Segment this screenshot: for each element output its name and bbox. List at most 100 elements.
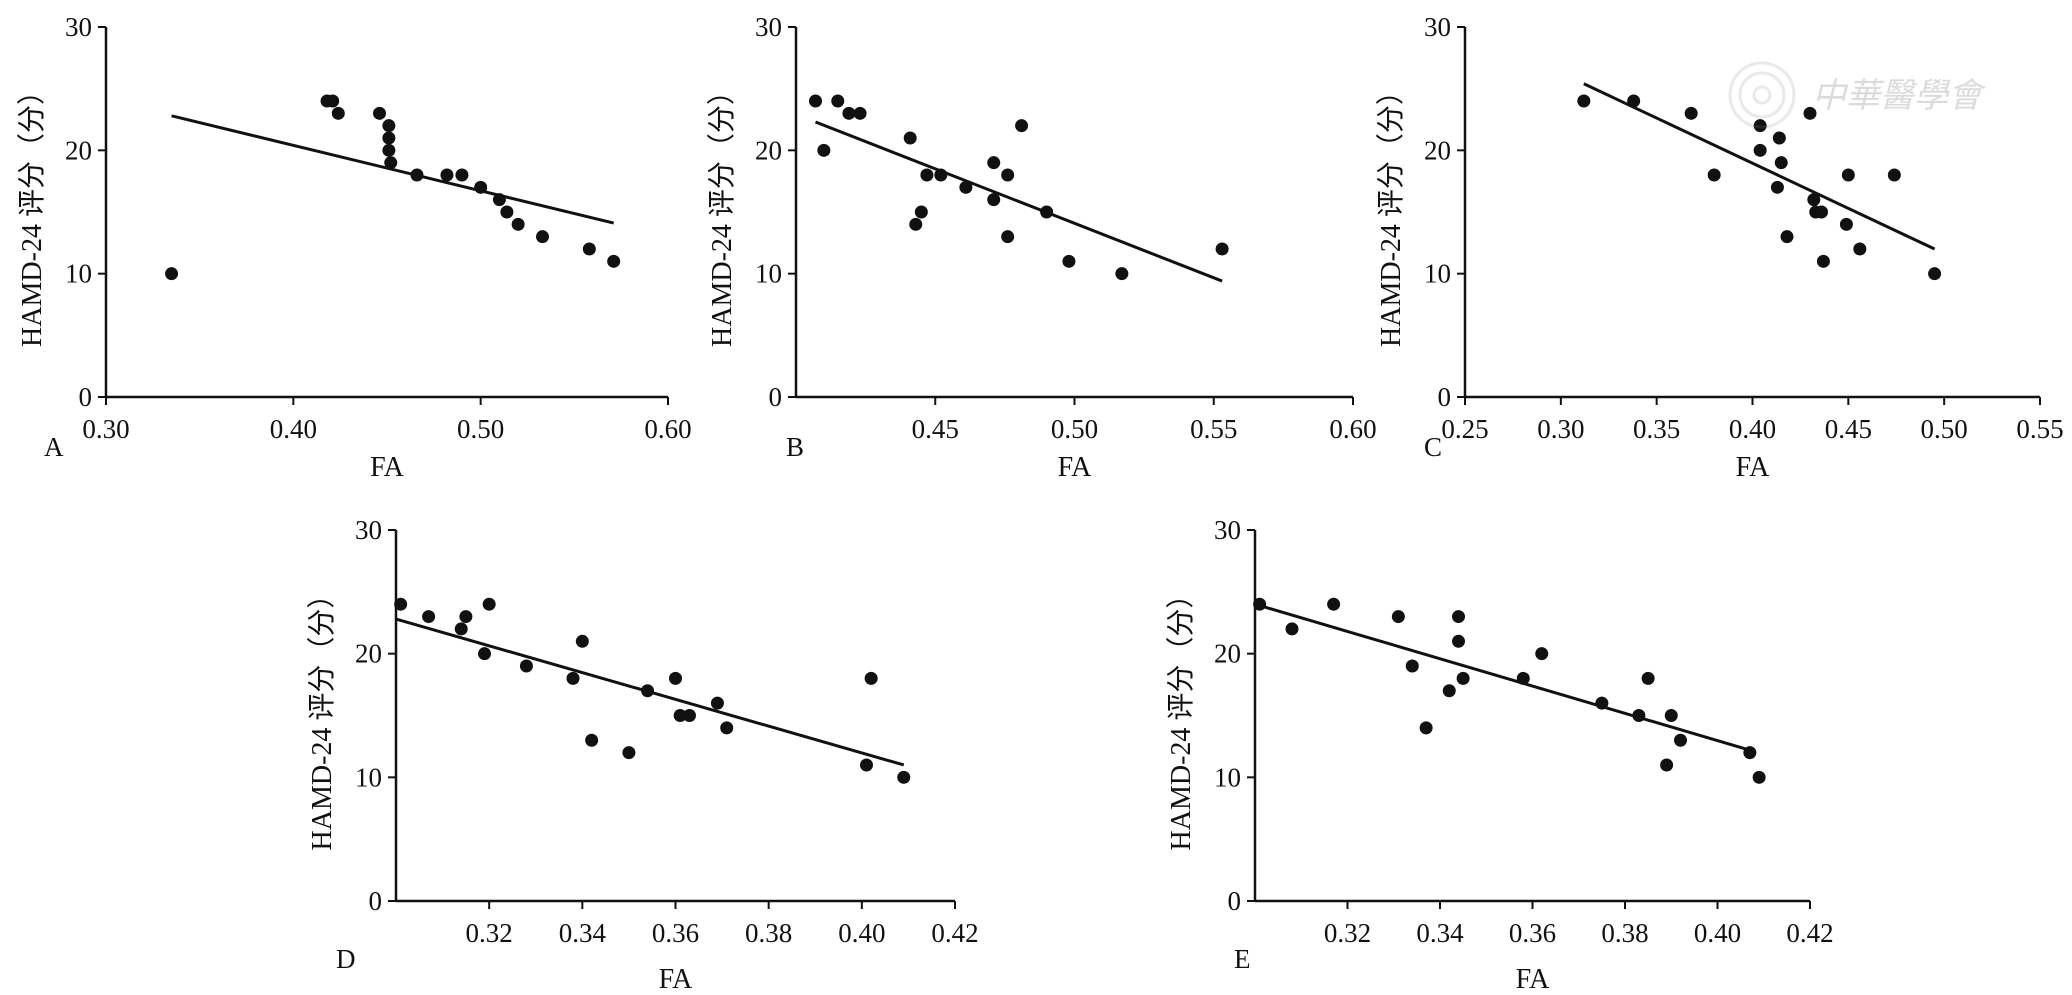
data-point — [326, 94, 340, 108]
y-axis-title: HAMD-24 评分（分） — [306, 581, 338, 851]
data-point — [1062, 254, 1076, 268]
data-point — [859, 758, 873, 772]
y-tick-label: 30 — [65, 12, 92, 42]
x-axis-title: FA — [1058, 452, 1092, 483]
data-point — [920, 168, 934, 182]
data-point — [1743, 746, 1757, 760]
x-tick-label: 0.60 — [1329, 414, 1376, 444]
x-axis-title: FA — [1736, 452, 1770, 483]
y-axis-title: HAMD-24 评分（分） — [1165, 581, 1197, 851]
y-tick-label: 10 — [1214, 762, 1241, 792]
data-point — [1803, 106, 1817, 120]
panel-label-c: C — [1424, 432, 1442, 462]
data-point — [582, 242, 596, 256]
data-point — [1405, 659, 1419, 673]
x-tick-label: 0.50 — [1921, 414, 1968, 444]
x-tick-label: 0.55 — [1190, 414, 1237, 444]
y-tick-label: 20 — [755, 135, 782, 165]
x-tick-label: 0.32 — [1324, 918, 1371, 948]
data-point — [500, 205, 514, 219]
data-point — [864, 671, 878, 685]
seal-icon — [1728, 61, 1796, 129]
y-tick-label: 20 — [65, 135, 92, 165]
data-point — [1753, 143, 1767, 157]
data-point — [1327, 597, 1341, 611]
panel-label-d: D — [336, 944, 356, 974]
x-tick-label: 0.34 — [559, 918, 607, 948]
data-point — [373, 106, 387, 120]
data-point — [710, 696, 724, 710]
data-point — [454, 622, 468, 636]
x-axis-title: FA — [659, 964, 693, 995]
x-tick-label: 0.30 — [1537, 414, 1584, 444]
data-point — [909, 217, 923, 231]
data-point — [1707, 168, 1721, 182]
x-tick-label: 0.55 — [2016, 414, 2063, 444]
data-point — [853, 106, 867, 120]
data-point — [410, 168, 424, 182]
y-tick-label: 20 — [1214, 639, 1241, 669]
x-axis-title: FA — [370, 452, 404, 483]
data-point — [382, 143, 396, 157]
data-point — [459, 610, 473, 624]
y-tick-label: 0 — [1438, 382, 1452, 412]
data-point — [1664, 709, 1678, 722]
y-tick-label: 20 — [355, 639, 382, 669]
data-point — [1753, 119, 1767, 133]
data-point — [422, 610, 436, 624]
data-point — [382, 119, 396, 133]
data-point — [1001, 168, 1015, 182]
data-point — [1215, 242, 1229, 256]
data-point — [575, 634, 589, 648]
scatter-panel-e: 0 10 20 30 0.32 0.34 0.36 0.38 0.40 0.42 FA HAMD-24… — [1165, 515, 1834, 995]
data-point — [1577, 94, 1591, 108]
x-tick-label: 0.42 — [931, 918, 978, 948]
x-tick-label: 0.35 — [1633, 414, 1680, 444]
y-axis-title: HAMD-24 评分（分） — [706, 77, 738, 347]
data-point — [165, 267, 179, 281]
x-tick-label: 0.34 — [1416, 918, 1464, 948]
data-point — [511, 217, 525, 231]
data-point — [673, 709, 687, 722]
data-point — [1928, 267, 1942, 281]
y-axis-title: HAMD-24 评分（分） — [1375, 77, 1407, 347]
data-point — [331, 106, 345, 120]
data-point — [1632, 709, 1646, 722]
watermark-text: 中華醫學會 — [1812, 76, 1987, 116]
x-tick-label: 0.36 — [1509, 918, 1556, 948]
y-axis-title: HAMD-24 评分（分） — [16, 77, 48, 347]
x-tick-label: 0.42 — [1786, 918, 1833, 948]
data-point — [987, 193, 1001, 207]
data-point — [1887, 168, 1901, 182]
data-point — [1807, 193, 1821, 207]
data-point — [1115, 267, 1129, 281]
data-point — [1452, 634, 1465, 648]
data-point — [987, 156, 1001, 170]
scatter-panel-b: 0 10 20 30 0.45 0.50 0.55 0.60 FA HAMD-24 评分（分） B — [706, 12, 1377, 483]
x-tick-label: 0.45 — [912, 414, 959, 444]
data-point — [1391, 610, 1405, 624]
data-point — [394, 597, 408, 611]
data-point — [831, 94, 845, 108]
x-tick-label: 0.50 — [1051, 414, 1098, 444]
regression-line — [814, 120, 1223, 283]
scatter-panel-d: 0 10 20 30 0.32 0.34 0.36 0.38 0.40 0.42 FA HAMD-24… — [306, 515, 979, 995]
x-tick-label: 0.32 — [466, 918, 513, 948]
data-point — [382, 131, 396, 145]
data-point — [1752, 770, 1766, 784]
data-point — [808, 94, 822, 108]
data-point — [535, 230, 549, 244]
y-tick-label: 20 — [1424, 135, 1451, 165]
data-point — [1772, 131, 1786, 145]
data-point — [566, 671, 580, 685]
data-point — [607, 254, 621, 268]
y-tick-label: 30 — [755, 12, 782, 42]
data-point — [842, 106, 856, 120]
data-point — [1770, 180, 1784, 194]
y-tick-label: 10 — [755, 259, 782, 289]
data-point — [720, 721, 734, 735]
x-axis-title: FA — [1516, 964, 1550, 995]
data-point — [478, 647, 492, 661]
data-point — [1285, 622, 1299, 636]
data-point — [1516, 671, 1530, 685]
